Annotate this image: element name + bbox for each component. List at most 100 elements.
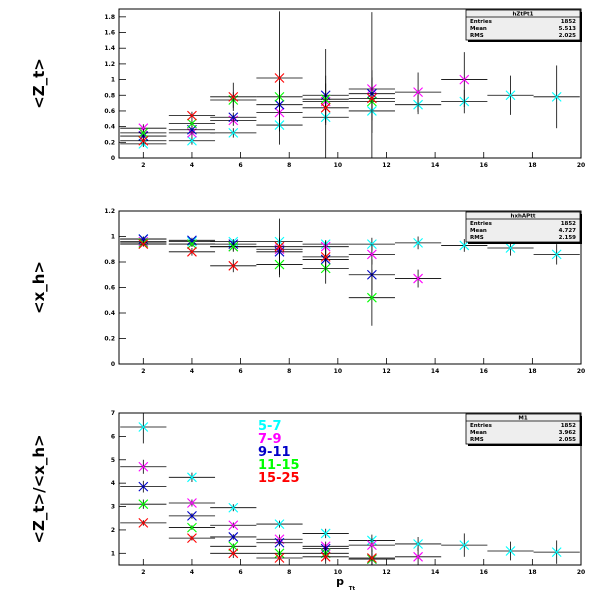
x-tick-label: 20 <box>577 569 585 576</box>
stats-value: 1852 <box>561 221 576 227</box>
data-point <box>487 541 534 561</box>
marker <box>459 240 470 251</box>
marker <box>505 546 516 556</box>
x-tick-label: 6 <box>238 162 242 169</box>
data-point <box>120 480 167 493</box>
y-tick-label: 1.2 <box>104 61 115 68</box>
data-point <box>168 235 216 246</box>
y-tick-label: 0.2 <box>104 336 115 343</box>
marker <box>228 112 239 123</box>
data-point <box>394 547 442 565</box>
x-tick-label: 12 <box>382 569 390 576</box>
y-tick-label: 0.8 <box>104 259 115 266</box>
data-point <box>302 241 349 273</box>
x-tick-label: 2 <box>141 368 145 375</box>
marker <box>187 246 197 257</box>
marker <box>366 93 377 104</box>
x-axis-label: p Tt <box>336 575 355 592</box>
stats-value: 4.727 <box>559 228 577 234</box>
stats-box: M1 Entries 1852 Mean 3.962 RMS 2.055 <box>465 413 582 446</box>
stats-key: RMS <box>470 235 484 241</box>
x-tick-label: 10 <box>334 569 342 576</box>
stats-key: Mean <box>470 228 487 234</box>
y-tick-label: 0.4 <box>104 310 115 317</box>
y-tick-label: 6 <box>111 433 115 440</box>
x-tick-label: 10 <box>334 162 342 169</box>
marker <box>138 461 149 472</box>
series-2 <box>120 236 442 288</box>
marker <box>187 110 197 121</box>
data-point <box>210 128 257 138</box>
stats-key: Mean <box>470 26 487 32</box>
y-tick-label: 0.8 <box>104 92 115 99</box>
marker <box>320 252 331 262</box>
plot-frame <box>118 412 582 566</box>
x-tick-label: 2 <box>141 569 145 576</box>
data-point <box>210 112 257 123</box>
y-tick-label: 0.2 <box>104 139 115 146</box>
x-tick-label: 14 <box>431 569 439 576</box>
marker <box>274 241 285 252</box>
data-point <box>348 269 395 326</box>
data-point <box>120 413 167 444</box>
y-tick-label: 5 <box>111 457 115 464</box>
data-point <box>210 541 257 552</box>
y-tick-label: 1 <box>111 550 115 557</box>
data-point <box>168 239 216 250</box>
marker <box>187 239 197 250</box>
x-tick-label: 20 <box>577 162 585 169</box>
marker <box>505 243 516 253</box>
x-tick-label: 16 <box>480 368 488 375</box>
marker <box>366 540 377 551</box>
x-tick-label: 18 <box>528 162 536 169</box>
x-axis-label-sub: Tt <box>349 586 356 592</box>
marker <box>228 128 239 138</box>
y-tick-label: 0.4 <box>104 124 115 131</box>
marker <box>320 528 331 539</box>
stats-value: 2.055 <box>559 437 577 443</box>
stats-key: Mean <box>470 430 487 436</box>
series-3 <box>120 78 395 141</box>
marker <box>274 519 285 529</box>
marker <box>138 135 149 146</box>
x-tick-label: 4 <box>190 162 194 169</box>
data-point <box>120 239 167 250</box>
marker <box>413 273 423 284</box>
data-point <box>120 135 167 146</box>
marker <box>228 260 239 271</box>
series-5 <box>120 218 349 275</box>
series-2 <box>120 52 488 138</box>
x-tick-label: 6 <box>238 368 242 375</box>
panel-1: 0 0.2 0.4 0.6 0.8 1 1.2 1.4 1.6 1.8 2 4 6 8 10 12 14 16 18… <box>30 8 585 169</box>
legend-entry: 5-7 <box>258 419 282 434</box>
x-tick-label: 6 <box>238 569 242 576</box>
data-point <box>256 218 303 275</box>
panel-2: 0 0.2 0.4 0.6 0.8 1 1.2 2 4 6 8 10 12 14 16 18 20 hxhAPtt… <box>30 208 585 375</box>
data-point <box>210 82 257 111</box>
marker <box>320 551 331 562</box>
x-tick-label: 8 <box>287 368 291 375</box>
data-point <box>394 72 442 112</box>
marker <box>366 553 377 563</box>
marker <box>551 547 562 558</box>
data-point <box>533 65 580 129</box>
y-tick-label: 2 <box>111 527 115 534</box>
data-point <box>168 118 216 129</box>
series-5 <box>120 518 395 565</box>
data-point <box>441 239 488 252</box>
y-tick-label: 0 <box>111 155 115 162</box>
data-point <box>168 135 216 146</box>
marker <box>228 548 239 559</box>
y-tick-label: 1.4 <box>104 45 115 52</box>
y-tick-label: 1.2 <box>104 208 115 215</box>
y-tick-label: 1 <box>111 77 115 84</box>
data-point <box>210 520 257 531</box>
marker <box>228 91 239 102</box>
data-point <box>210 502 257 513</box>
marker <box>138 234 149 244</box>
stats-title: hxhAPtt <box>511 214 536 220</box>
series-5 <box>120 11 395 158</box>
